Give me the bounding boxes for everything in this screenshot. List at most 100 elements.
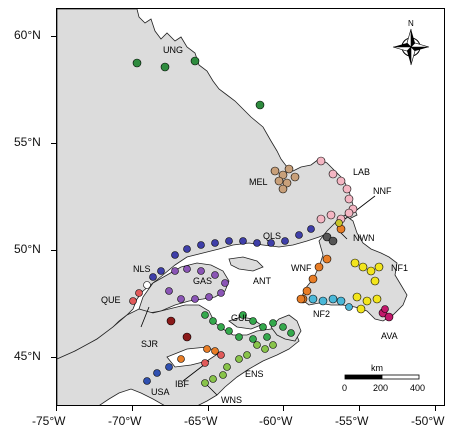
site-nf1	[372, 294, 382, 304]
site-ung	[255, 100, 265, 110]
scale-tick-400: 400	[410, 383, 425, 393]
site-gul	[287, 329, 295, 337]
lon-label-60: -60°W	[259, 414, 293, 428]
site-ens	[253, 341, 261, 349]
site-nf1	[374, 262, 384, 272]
site-nnf	[316, 214, 326, 224]
site-gul	[259, 323, 267, 331]
site-nls	[149, 273, 157, 281]
site-nf1	[358, 262, 368, 272]
site-mel	[278, 184, 288, 194]
sites-ens	[235, 341, 277, 363]
site-gas	[191, 295, 199, 303]
site-que	[129, 297, 137, 305]
label-usa: USA	[151, 387, 170, 397]
label-ibf: IBF	[175, 379, 190, 389]
site-nf1	[350, 258, 360, 268]
sites-gas	[165, 265, 229, 303]
label-ava: AVA	[381, 331, 398, 341]
label-nf2: NF2	[313, 309, 330, 319]
site-qls	[253, 239, 261, 247]
lat-label-60: 60°N	[14, 28, 41, 42]
site-gas	[205, 293, 213, 301]
sites-ibf	[201, 345, 225, 367]
label-nwn: NWN	[353, 233, 375, 243]
site-sjr	[182, 332, 192, 342]
site-nls	[143, 281, 151, 289]
label-ant: ANT	[253, 276, 272, 286]
compass-south-arrow	[407, 47, 411, 65]
anticosti-island	[228, 256, 264, 272]
site-mel	[270, 166, 280, 176]
sites-sjr	[166, 316, 192, 342]
label-ung: UNG	[163, 45, 183, 55]
site-mel	[290, 172, 300, 182]
label-nnf: NNF	[373, 186, 392, 196]
site-lab	[344, 194, 354, 204]
lat-label-45: 45°N	[14, 349, 41, 363]
site-nf1	[362, 296, 372, 306]
site-gul	[225, 327, 233, 335]
site-qls	[295, 231, 303, 239]
map-svg: UNG LAB MEL NNF QLS NWN NLS GAS ANT WNF …	[57, 9, 444, 405]
sites-que	[129, 289, 143, 305]
sites-wns	[201, 363, 231, 387]
site-ung	[190, 56, 200, 66]
site-wns	[201, 379, 209, 387]
site-ibf	[201, 359, 209, 367]
label-nls: NLS	[133, 264, 151, 274]
lon-label-75: -75°W	[32, 414, 66, 428]
sites-usa	[143, 355, 185, 385]
site-qls	[197, 241, 205, 249]
lon-tick-55	[359, 406, 360, 411]
site-qls	[183, 245, 191, 253]
site-usa	[177, 355, 185, 363]
site-gul	[269, 319, 277, 327]
site-nf2	[308, 294, 318, 304]
sites-nwn	[322, 219, 346, 246]
site-gas	[177, 295, 185, 303]
region-labels: UNG LAB MEL NNF QLS NWN NLS GAS ANT WNF …	[101, 45, 408, 405]
label-que: QUE	[101, 295, 121, 305]
site-ava	[381, 305, 389, 313]
site-gul	[239, 311, 247, 319]
compass-north-arrow	[411, 29, 415, 47]
scale-unit: km	[371, 363, 383, 373]
label-sjr: SJR	[141, 339, 159, 349]
site-wns	[223, 363, 231, 371]
lon-label-70: -70°W	[108, 414, 142, 428]
site-gas	[217, 289, 225, 297]
site-usa	[153, 369, 161, 377]
site-qls	[211, 239, 219, 247]
site-qls	[239, 237, 247, 245]
sites-qls	[171, 225, 315, 259]
site-wnf	[322, 254, 332, 264]
lon-tick-70	[132, 406, 133, 411]
compass-west-arrow-half	[392, 46, 412, 52]
site-qls	[281, 237, 289, 245]
site-mel	[274, 176, 284, 186]
site-gul	[263, 333, 271, 341]
site-nf2	[336, 296, 346, 306]
site-nf1	[352, 292, 362, 302]
site-nwn	[322, 232, 332, 242]
site-wnf	[308, 274, 318, 284]
site-ibf	[217, 351, 225, 359]
label-gul: GUL	[231, 313, 250, 323]
site-gul	[249, 317, 257, 325]
site-usa	[143, 377, 151, 385]
lat-label-55: 55°N	[14, 135, 41, 149]
site-wnf	[302, 286, 312, 296]
lon-tick-75	[56, 406, 57, 411]
site-gas	[165, 287, 173, 295]
lon-tick-50	[435, 406, 436, 411]
lon-label-50: -50°W	[411, 414, 445, 428]
label-mel: MEL	[249, 177, 268, 187]
site-ung	[160, 62, 170, 72]
site-lab	[316, 156, 326, 166]
site-mel	[278, 170, 288, 180]
scale-segment-2	[381, 374, 420, 380]
site-qls	[267, 239, 275, 247]
site-qls	[171, 251, 179, 259]
site-ung	[132, 58, 142, 68]
